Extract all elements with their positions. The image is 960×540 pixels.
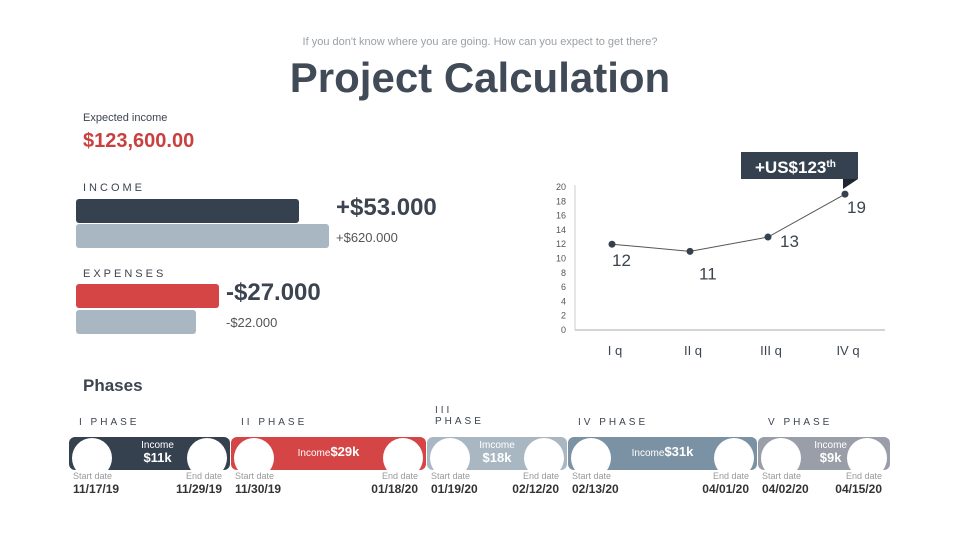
y-tick-label: 14 bbox=[556, 225, 566, 235]
data-point bbox=[686, 247, 694, 255]
phase-bar[interactable]: Income$31k bbox=[568, 437, 757, 470]
data-point bbox=[841, 190, 849, 198]
data-label: 19 bbox=[847, 198, 866, 217]
start-circle bbox=[72, 438, 112, 470]
y-tick-label: 2 bbox=[561, 311, 566, 321]
callout-pointer bbox=[843, 179, 858, 189]
end-circle bbox=[187, 438, 227, 470]
expenses-main-value: -$27.000 bbox=[226, 279, 321, 306]
end-date-label: End date bbox=[845, 471, 882, 481]
start-date: 02/13/20 bbox=[572, 482, 619, 496]
page-title: Project Calculation bbox=[289, 54, 671, 101]
income-main-value: +$53.000 bbox=[336, 194, 437, 221]
phase-income: Income$31k bbox=[568, 444, 757, 460]
expenses-secondary-value: -$22.000 bbox=[226, 315, 278, 330]
income-bar bbox=[76, 199, 299, 223]
phase-bar[interactable]: Imcome $18k bbox=[427, 437, 567, 470]
start-date-label: Start date bbox=[235, 471, 275, 481]
end-date: 04/15/20 bbox=[835, 482, 882, 496]
expected-income-label: Expected income bbox=[83, 112, 168, 124]
callout-text: +US$123th bbox=[755, 158, 836, 177]
y-tick-label: 8 bbox=[561, 268, 566, 278]
income-label: Income bbox=[631, 448, 665, 459]
expenses-label: EXPENSES bbox=[83, 268, 167, 280]
y-tick-label: 10 bbox=[556, 254, 566, 264]
data-point bbox=[764, 233, 772, 241]
end-circle bbox=[383, 438, 423, 470]
series-line bbox=[611, 193, 846, 252]
subtitle: If you don't know where you are going. H… bbox=[302, 36, 658, 48]
expenses-secondary-bar bbox=[76, 310, 196, 334]
end-circle bbox=[847, 438, 887, 470]
end-date-label: End date bbox=[381, 471, 418, 481]
income-label: Income bbox=[814, 440, 847, 451]
end-date: 02/12/20 bbox=[512, 482, 559, 496]
y-tick-label: 4 bbox=[561, 296, 566, 306]
start-circle bbox=[761, 438, 801, 470]
phase-title: III PHASE bbox=[435, 405, 484, 427]
income-label: Income bbox=[297, 448, 331, 459]
end-date: 01/18/20 bbox=[371, 482, 418, 496]
end-date-label: End date bbox=[185, 471, 222, 481]
end-circle bbox=[714, 438, 754, 470]
phase-title: II PHASE bbox=[241, 417, 308, 428]
phase-bar[interactable]: Income $11k bbox=[69, 437, 230, 470]
start-date-label: Start date bbox=[762, 471, 802, 481]
income-label: INCOME bbox=[83, 182, 145, 194]
y-tick-label: 20 bbox=[556, 182, 566, 192]
income-secondary-value: +$620.000 bbox=[336, 230, 398, 245]
end-date-label: End date bbox=[522, 471, 559, 481]
x-tick-label: IV q bbox=[836, 343, 859, 358]
start-circle bbox=[234, 438, 274, 470]
y-tick-label: 0 bbox=[561, 325, 566, 335]
data-label: 11 bbox=[699, 264, 717, 283]
phase-title: I PHASE bbox=[79, 417, 140, 428]
income-value: $29k bbox=[330, 444, 360, 459]
phase-title: IV PHASE bbox=[578, 417, 649, 428]
x-tick-label: III q bbox=[760, 343, 782, 358]
start-circle bbox=[571, 438, 611, 470]
phases-title: Phases bbox=[83, 376, 143, 395]
start-date: 04/02/20 bbox=[762, 482, 809, 496]
start-date: 01/19/20 bbox=[431, 482, 478, 496]
start-date-label: Start date bbox=[572, 471, 612, 481]
y-tick-label: 18 bbox=[556, 196, 566, 206]
x-tick-label: I q bbox=[608, 343, 622, 358]
end-circle bbox=[524, 438, 564, 470]
income-label: Income bbox=[141, 440, 174, 451]
end-date: 04/01/20 bbox=[702, 482, 749, 496]
start-date: 11/30/19 bbox=[235, 482, 282, 496]
data-label: 13 bbox=[780, 232, 799, 251]
end-date-label: End date bbox=[712, 471, 749, 481]
x-tick-label: II q bbox=[684, 343, 702, 358]
phase-title: V PHASE bbox=[768, 417, 833, 428]
callout-box bbox=[741, 152, 858, 179]
phase-bar[interactable]: Income$29k bbox=[231, 437, 426, 470]
phase-bar[interactable]: Income $9k bbox=[758, 437, 890, 470]
phase-income: Income$29k bbox=[231, 444, 426, 460]
y-tick-label: 12 bbox=[556, 239, 566, 249]
phase-income: Income $9k bbox=[801, 440, 861, 466]
phase-income: Income $11k bbox=[128, 440, 188, 466]
phase-income: Imcome $18k bbox=[467, 440, 527, 466]
income-value: $31k bbox=[664, 444, 694, 459]
data-point bbox=[608, 240, 616, 248]
data-label: 12 bbox=[612, 251, 631, 270]
y-tick-label: 6 bbox=[561, 282, 566, 292]
income-value: $11k bbox=[143, 450, 172, 465]
income-secondary-bar bbox=[76, 224, 329, 248]
end-date: 11/29/19 bbox=[175, 482, 222, 496]
y-tick-label: 16 bbox=[556, 211, 566, 221]
income-label: Imcome bbox=[479, 440, 515, 451]
start-date-label: Start date bbox=[431, 471, 471, 481]
income-value: $18k bbox=[482, 450, 512, 465]
start-date: 11/17/19 bbox=[73, 482, 120, 496]
start-circle bbox=[430, 438, 470, 470]
start-date-label: Start date bbox=[73, 471, 113, 481]
income-value: $9k bbox=[819, 450, 842, 465]
expenses-bar bbox=[76, 284, 219, 308]
expected-income-value: $123,600.00 bbox=[83, 130, 195, 152]
